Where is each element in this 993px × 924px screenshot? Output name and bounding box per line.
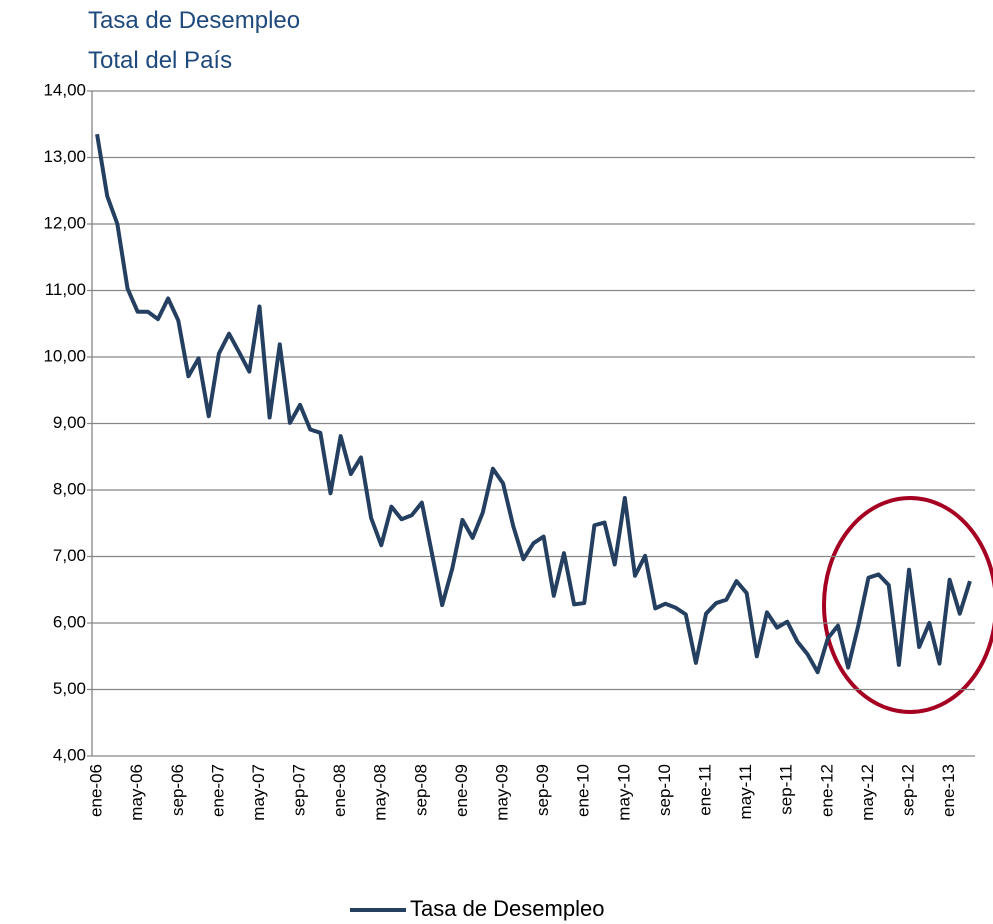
- y-tick-label: 9,00: [53, 413, 86, 432]
- x-tick-label: ene-10: [574, 764, 593, 817]
- x-tick-label: may-12: [858, 764, 877, 821]
- x-tick-label: ene-12: [817, 764, 836, 817]
- x-tick-label: ene-07: [208, 764, 227, 817]
- x-tick-label: ene-09: [452, 764, 471, 817]
- x-tick-label: ene-11: [696, 764, 715, 816]
- y-tick-label: 10,00: [43, 346, 86, 365]
- chart-subtitle: Total del País: [88, 47, 232, 74]
- x-tick-label: sep-11: [777, 764, 796, 815]
- x-tick-label: may-09: [493, 764, 512, 821]
- x-tick-label: sep-07: [290, 764, 309, 816]
- x-tick-label: sep-08: [411, 764, 430, 816]
- legend-label: Tasa de Desempleo: [410, 896, 604, 921]
- y-tick-label: 7,00: [53, 546, 86, 565]
- y-tick-label: 4,00: [53, 745, 86, 764]
- x-tick-label: sep-09: [533, 764, 552, 816]
- y-tick-label: 11,00: [45, 280, 86, 299]
- y-tick-label: 8,00: [53, 479, 86, 498]
- x-tick-label: sep-06: [168, 764, 187, 816]
- x-tick-label: sep-10: [655, 764, 674, 816]
- x-tick-label: may-08: [371, 764, 390, 821]
- x-tick-label: may-10: [614, 764, 633, 821]
- y-tick-label: 6,00: [53, 612, 86, 631]
- x-tick-label: may-07: [249, 764, 268, 821]
- data-line: [95, 133, 972, 675]
- x-tick-label: ene-13: [939, 764, 958, 817]
- x-tick-label: ene-06: [87, 764, 106, 817]
- y-tick-label: 5,00: [53, 679, 86, 698]
- x-tick-label: ene-08: [330, 764, 349, 817]
- y-tick-label: 12,00: [43, 213, 86, 232]
- x-tick-label: sep-12: [899, 764, 918, 816]
- x-tick-label: may-11: [736, 764, 755, 819]
- chart-title: Tasa de Desempleo: [88, 7, 300, 34]
- y-tick-label: 13,00: [43, 147, 86, 166]
- y-tick-label: 14,00: [43, 80, 86, 99]
- highlight-circle: [822, 496, 993, 714]
- x-tick-label: may-06: [127, 764, 146, 821]
